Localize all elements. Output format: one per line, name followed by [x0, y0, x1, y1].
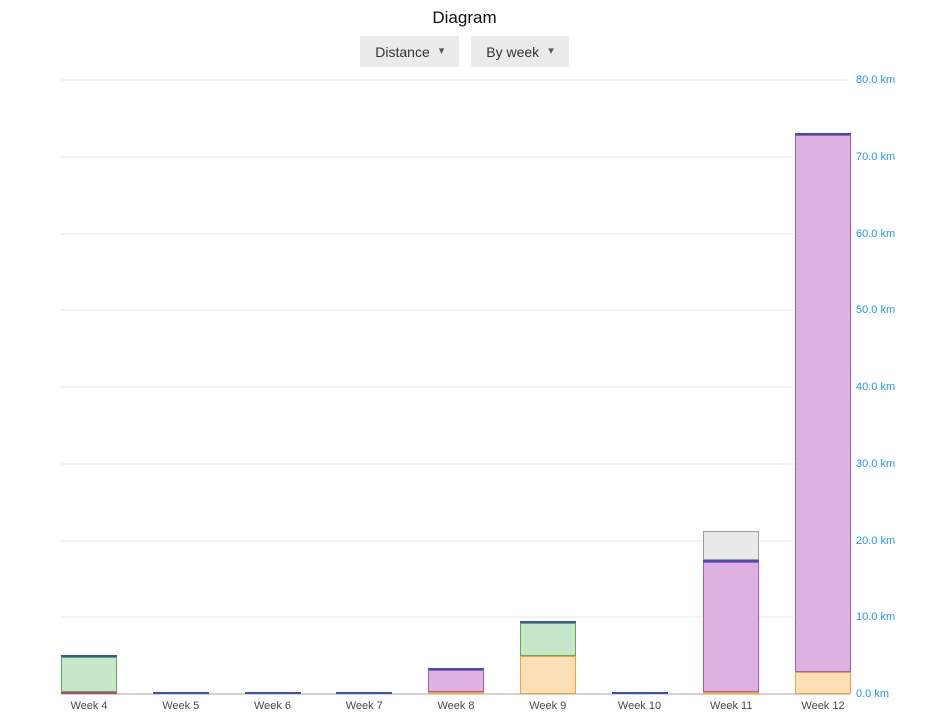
x-axis-category-label: Week 11 — [710, 700, 753, 712]
y-axis-tick-label: 40.0 km — [856, 381, 896, 393]
y-gridline — [61, 155, 850, 158]
bar-segment-purple[interactable] — [428, 670, 484, 692]
bar-segment-purple[interactable] — [703, 562, 759, 692]
y-gridline — [61, 386, 850, 388]
y-axis-tick-label: 70.0 km — [856, 150, 896, 163]
metric-dropdown-label: Distance — [375, 43, 430, 60]
grouping-dropdown-label: By week — [486, 43, 540, 60]
bar-segment-orange[interactable] — [795, 672, 851, 694]
x-axis-category-label: Week 6 — [253, 700, 292, 712]
y-gridline — [61, 309, 850, 312]
x-axis-category-label: Week 10 — [617, 700, 662, 712]
chevron-down-icon: ▾ — [438, 45, 445, 57]
bar-segment-blue[interactable] — [61, 655, 117, 657]
x-axis-category-label: Week 8 — [437, 700, 475, 712]
bar-segment-blue[interactable] — [336, 692, 392, 694]
y-axis-tick-label: 10.0 km — [856, 611, 896, 624]
chevron-down-icon: ▾ — [548, 45, 554, 57]
bar-segment-blue[interactable] — [153, 692, 209, 694]
x-axis-category-label: Week 5 — [162, 700, 200, 712]
x-axis-category-label: Week 12 — [801, 700, 845, 712]
y-gridline — [61, 232, 850, 235]
bar-segment-orange[interactable] — [520, 656, 576, 694]
y-gridline — [61, 79, 850, 81]
x-axis-category-label: Week 4 — [70, 700, 108, 712]
bar-segment-blue[interactable] — [703, 560, 759, 562]
x-axis-category-label: Week 7 — [345, 700, 383, 712]
metric-dropdown[interactable]: Distance ▾ — [360, 36, 460, 67]
bar-segment-red[interactable] — [61, 692, 117, 694]
bar-segment-blue[interactable] — [245, 692, 301, 694]
y-axis-tick-label: 80.0 km — [856, 74, 896, 86]
y-axis-tick-label: 60.0 km — [856, 227, 896, 240]
chart-toolbar: Distance ▾ By week ▾ — [0, 36, 929, 67]
y-gridline — [61, 539, 850, 542]
page-title: Diagram — [432, 8, 497, 27]
grouping-dropdown[interactable]: By week ▾ — [471, 36, 569, 67]
y-axis-tick-label: 50.0 km — [856, 304, 896, 317]
bar-segment-blue[interactable] — [520, 621, 576, 623]
bar-segment-blue[interactable] — [795, 133, 851, 135]
y-gridline — [61, 616, 850, 619]
bar-segment-green[interactable] — [520, 623, 576, 656]
x-axis-category-label: Week 9 — [529, 700, 567, 712]
y-axis-tick-label: 30.0 km — [856, 457, 896, 470]
y-gridline — [61, 462, 850, 465]
y-axis-tick-label: 0.0 km — [856, 688, 890, 700]
bar-segment-purple[interactable] — [795, 135, 851, 672]
bar-segment-blue[interactable] — [612, 692, 668, 694]
bar-segment-green[interactable] — [61, 657, 117, 692]
y-gridline — [61, 693, 850, 695]
bar-segment-gray[interactable] — [703, 531, 759, 560]
bar-segment-orange[interactable] — [428, 692, 484, 694]
bar-segment-orange[interactable] — [703, 692, 759, 694]
bar-segment-blue[interactable] — [428, 668, 484, 670]
y-axis-tick-label: 20.0 km — [856, 534, 896, 547]
